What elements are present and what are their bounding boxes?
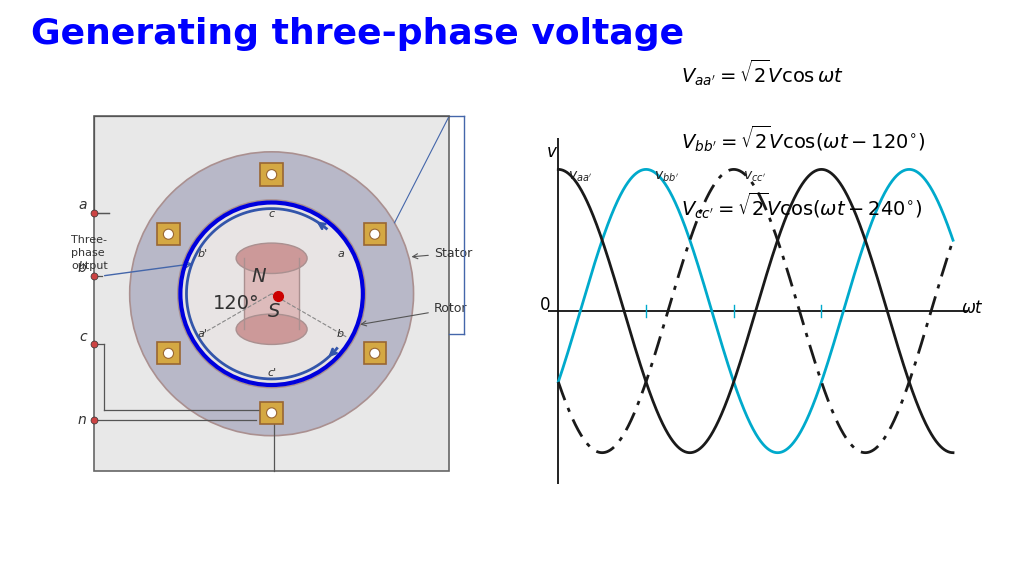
Circle shape (266, 408, 276, 418)
Text: $V_{bb'} = \sqrt{2}V\cos(\omega t - 120^{\circ})$: $V_{bb'} = \sqrt{2}V\cos(\omega t - 120^… (681, 124, 925, 154)
Circle shape (130, 152, 414, 435)
Text: $v_{bb'}$: $v_{bb'}$ (653, 169, 679, 184)
Text: 120°: 120° (213, 294, 259, 313)
Text: $\omega t$: $\omega t$ (962, 299, 984, 317)
Bar (260, 164, 283, 186)
Circle shape (164, 348, 173, 358)
Text: Three-
phase
output: Three- phase output (72, 235, 109, 271)
Text: b: b (78, 262, 87, 275)
Text: Stator: Stator (413, 247, 472, 260)
Text: c': c' (267, 368, 276, 378)
Text: b: b (337, 328, 344, 339)
Text: b': b' (198, 249, 208, 259)
Text: 0: 0 (540, 297, 550, 314)
Circle shape (178, 200, 366, 388)
Text: $v_{aa'}$: $v_{aa'}$ (567, 169, 592, 184)
Text: c: c (79, 330, 87, 344)
Text: c: c (268, 209, 274, 219)
Bar (244, 258, 299, 329)
Bar (158, 342, 179, 365)
Text: Rotor: Rotor (361, 302, 467, 326)
Text: a: a (337, 249, 344, 259)
Bar (260, 401, 283, 424)
Text: $V_{cc'} = \sqrt{2}V\cos(\omega t - 240^{\circ})$: $V_{cc'} = \sqrt{2}V\cos(\omega t - 240^… (681, 190, 923, 221)
Circle shape (164, 229, 173, 239)
Circle shape (370, 348, 380, 358)
Bar (94, 116, 449, 471)
Text: S: S (268, 302, 281, 321)
Text: Generating three-phase voltage: Generating three-phase voltage (31, 17, 684, 51)
Text: $v_{cc'}$: $v_{cc'}$ (743, 169, 766, 184)
Text: $V_{aa'} = \sqrt{2}V\cos\omega t$: $V_{aa'} = \sqrt{2}V\cos\omega t$ (681, 58, 844, 88)
Text: N: N (252, 267, 266, 286)
Bar (364, 342, 386, 365)
Circle shape (266, 169, 276, 180)
Ellipse shape (237, 243, 307, 274)
Text: $v$: $v$ (546, 143, 558, 161)
Text: a': a' (198, 328, 208, 339)
Text: a: a (78, 198, 87, 212)
Bar (158, 223, 179, 245)
Ellipse shape (237, 314, 307, 344)
Text: n: n (78, 414, 87, 427)
Bar (364, 223, 386, 245)
Circle shape (370, 229, 380, 239)
